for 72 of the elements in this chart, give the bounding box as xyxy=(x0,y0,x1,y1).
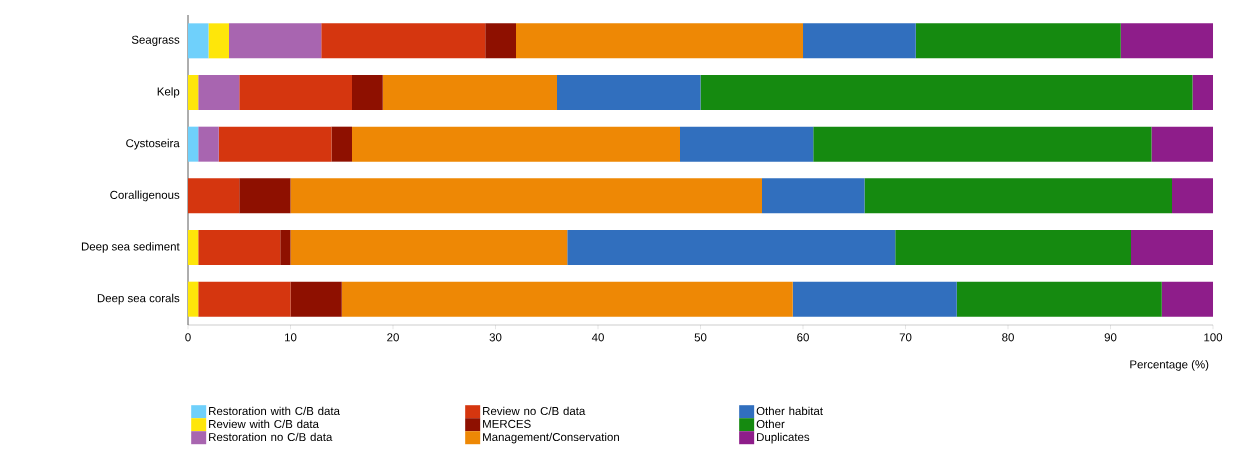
legend-label: Review no C/B data xyxy=(483,406,586,416)
bar xyxy=(700,75,1193,110)
bar xyxy=(915,23,1121,59)
x-tick-label: 10 xyxy=(285,333,297,342)
bar xyxy=(762,178,865,214)
bar xyxy=(188,126,199,162)
bar xyxy=(956,281,1162,317)
legend-label: Other xyxy=(756,419,785,429)
legend-label: Review with C/B data xyxy=(209,419,319,429)
x-axis-title: Percentage (%) xyxy=(1130,360,1209,371)
y-tick-label: Deep sea sediment xyxy=(81,242,180,253)
legend-label: Restoration with C/B data xyxy=(209,406,340,416)
bar xyxy=(864,178,1173,214)
bar xyxy=(198,230,281,265)
bar xyxy=(1192,75,1214,110)
bar xyxy=(198,126,219,162)
bar xyxy=(188,281,199,317)
bar xyxy=(1161,281,1214,317)
bar xyxy=(792,281,957,317)
bar xyxy=(352,75,383,110)
bar xyxy=(188,75,199,110)
bar xyxy=(1151,126,1214,162)
x-tick-label: 40 xyxy=(591,333,604,342)
bar xyxy=(813,126,1152,162)
legend-label: MERCES xyxy=(483,419,531,428)
x-tick-label: 60 xyxy=(797,333,809,342)
legend-label: Duplicates xyxy=(757,432,810,444)
y-tick-label: Cystoseira xyxy=(126,138,180,150)
y-tick-label: Deep sea corals xyxy=(97,293,180,305)
bar xyxy=(218,126,332,162)
bar xyxy=(1172,178,1214,214)
bar xyxy=(280,230,291,265)
x-tick-label: 90 xyxy=(1104,333,1117,342)
y-tick-label: Seagrass xyxy=(131,35,180,47)
bar xyxy=(188,178,240,214)
x-tick-label: 70 xyxy=(899,333,912,342)
bar xyxy=(352,126,680,162)
bar xyxy=(188,230,199,265)
bar xyxy=(680,126,814,162)
bar xyxy=(895,230,1132,265)
bar xyxy=(516,23,804,59)
y-tick-label: Coralligenous xyxy=(110,190,180,202)
bar xyxy=(239,75,352,110)
x-tick-label: 30 xyxy=(489,333,502,342)
bar xyxy=(198,75,240,110)
x-tick-label: 50 xyxy=(694,333,707,342)
bar xyxy=(290,178,762,214)
legend-label: Management/Conservation xyxy=(483,432,619,444)
x-tick-label: 80 xyxy=(1002,333,1014,342)
bar xyxy=(382,75,557,110)
bar xyxy=(1120,23,1214,59)
bar xyxy=(208,23,229,59)
x-tick-label: 20 xyxy=(387,333,399,342)
x-tick-label: 0 xyxy=(185,333,191,342)
bar xyxy=(341,281,793,317)
bar xyxy=(331,126,352,162)
legend-label: Restoration no C/B data xyxy=(209,432,333,442)
bar xyxy=(321,23,486,59)
bar xyxy=(239,178,291,214)
bar xyxy=(198,281,291,317)
x-tick-label: 100 xyxy=(1204,333,1223,342)
legend-label: Other habitat xyxy=(756,406,823,416)
y-tick-label: Kelp xyxy=(157,87,180,98)
bar xyxy=(485,23,516,59)
bar xyxy=(229,23,322,59)
bar xyxy=(557,75,701,110)
bar xyxy=(1131,230,1214,265)
bar xyxy=(567,230,896,265)
bar xyxy=(803,23,916,59)
bar xyxy=(188,23,209,59)
bar xyxy=(290,281,342,317)
bar xyxy=(290,230,568,265)
